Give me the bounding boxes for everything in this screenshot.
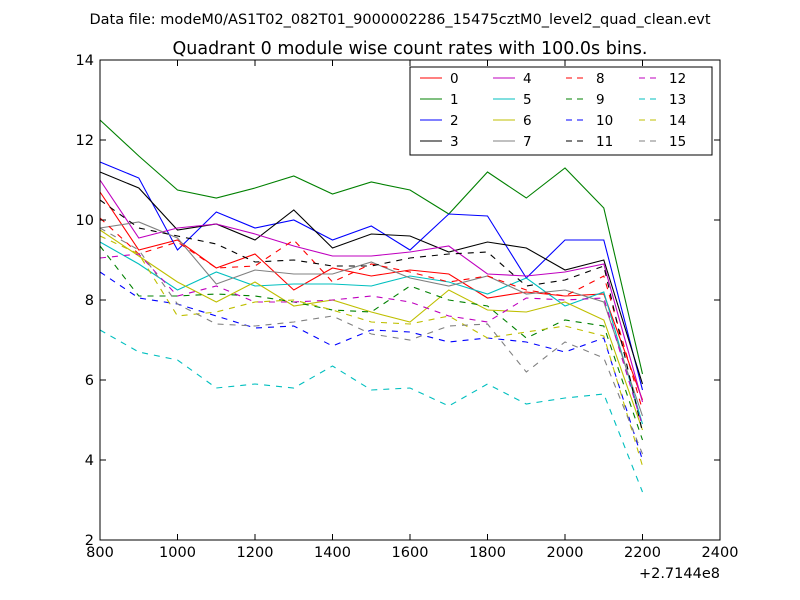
legend-label-6: 6 bbox=[523, 113, 532, 129]
series-line-2 bbox=[99, 161, 644, 391]
chart-suptitle: Data file: modeM0/AS1T02_082T01_90000022… bbox=[89, 12, 710, 28]
legend-label-8: 8 bbox=[596, 71, 605, 87]
series-line-12 bbox=[99, 253, 644, 427]
series-line-9 bbox=[99, 245, 644, 441]
series-line-1 bbox=[99, 119, 644, 375]
y-tick-label: 2 bbox=[85, 533, 94, 549]
series-line-7 bbox=[99, 221, 644, 417]
legend-label-4: 4 bbox=[523, 71, 532, 87]
series-line-11 bbox=[99, 199, 644, 433]
series-line-15 bbox=[99, 227, 644, 455]
series-line-8 bbox=[99, 217, 644, 411]
y-tick-label: 10 bbox=[76, 213, 94, 229]
legend-label-1: 1 bbox=[450, 92, 459, 108]
x-tick-label: 1800 bbox=[469, 545, 506, 561]
legend-label-7: 7 bbox=[523, 134, 532, 150]
x-tick-label: 1600 bbox=[392, 545, 429, 561]
plot-area: 800 1000 1200 1400 1600 1800 2000 2200 2400 2 4 6 8 1… bbox=[76, 53, 739, 561]
x-tick-label: 1400 bbox=[314, 545, 351, 561]
legend-label-14: 14 bbox=[669, 113, 686, 129]
legend-label-9: 9 bbox=[596, 92, 605, 108]
legend-label-11: 11 bbox=[596, 134, 613, 150]
x-tick-label: 1200 bbox=[237, 545, 274, 561]
x-tick-label: 2400 bbox=[702, 545, 739, 561]
x-tick-label: 2200 bbox=[624, 545, 661, 561]
x-tick-label: 800 bbox=[86, 545, 114, 561]
y-tick-label: 4 bbox=[85, 453, 94, 469]
legend-label-10: 10 bbox=[596, 113, 613, 129]
legend-label-0: 0 bbox=[450, 71, 459, 87]
legend-label-5: 5 bbox=[523, 92, 532, 108]
series-line-6 bbox=[99, 229, 644, 431]
y-tick-label: 8 bbox=[85, 293, 94, 309]
chart-title: Quadrant 0 module wise count rates with … bbox=[173, 39, 648, 59]
series-line-13 bbox=[99, 329, 644, 493]
y-tick-label: 14 bbox=[76, 53, 94, 69]
x-tick-label: 2000 bbox=[547, 545, 584, 561]
legend-label-3: 3 bbox=[450, 134, 459, 150]
series-line-4 bbox=[99, 179, 644, 403]
legend-label-12: 12 bbox=[669, 71, 686, 87]
legend-box bbox=[409, 66, 713, 156]
series-line-5 bbox=[99, 241, 644, 425]
legend-label-13: 13 bbox=[669, 92, 686, 108]
x-tick-label: 1000 bbox=[159, 545, 196, 561]
legend-label-15: 15 bbox=[669, 134, 686, 150]
series-line-10 bbox=[99, 271, 644, 461]
x-axis-offset-label: +2.7144e8 bbox=[639, 566, 720, 582]
y-tick-label: 12 bbox=[76, 133, 94, 149]
series-line-3 bbox=[99, 171, 644, 385]
series-line-14 bbox=[99, 235, 644, 467]
y-tick-label: 6 bbox=[85, 373, 94, 389]
legend-label-2: 2 bbox=[450, 113, 459, 129]
series-line-0 bbox=[99, 191, 644, 401]
